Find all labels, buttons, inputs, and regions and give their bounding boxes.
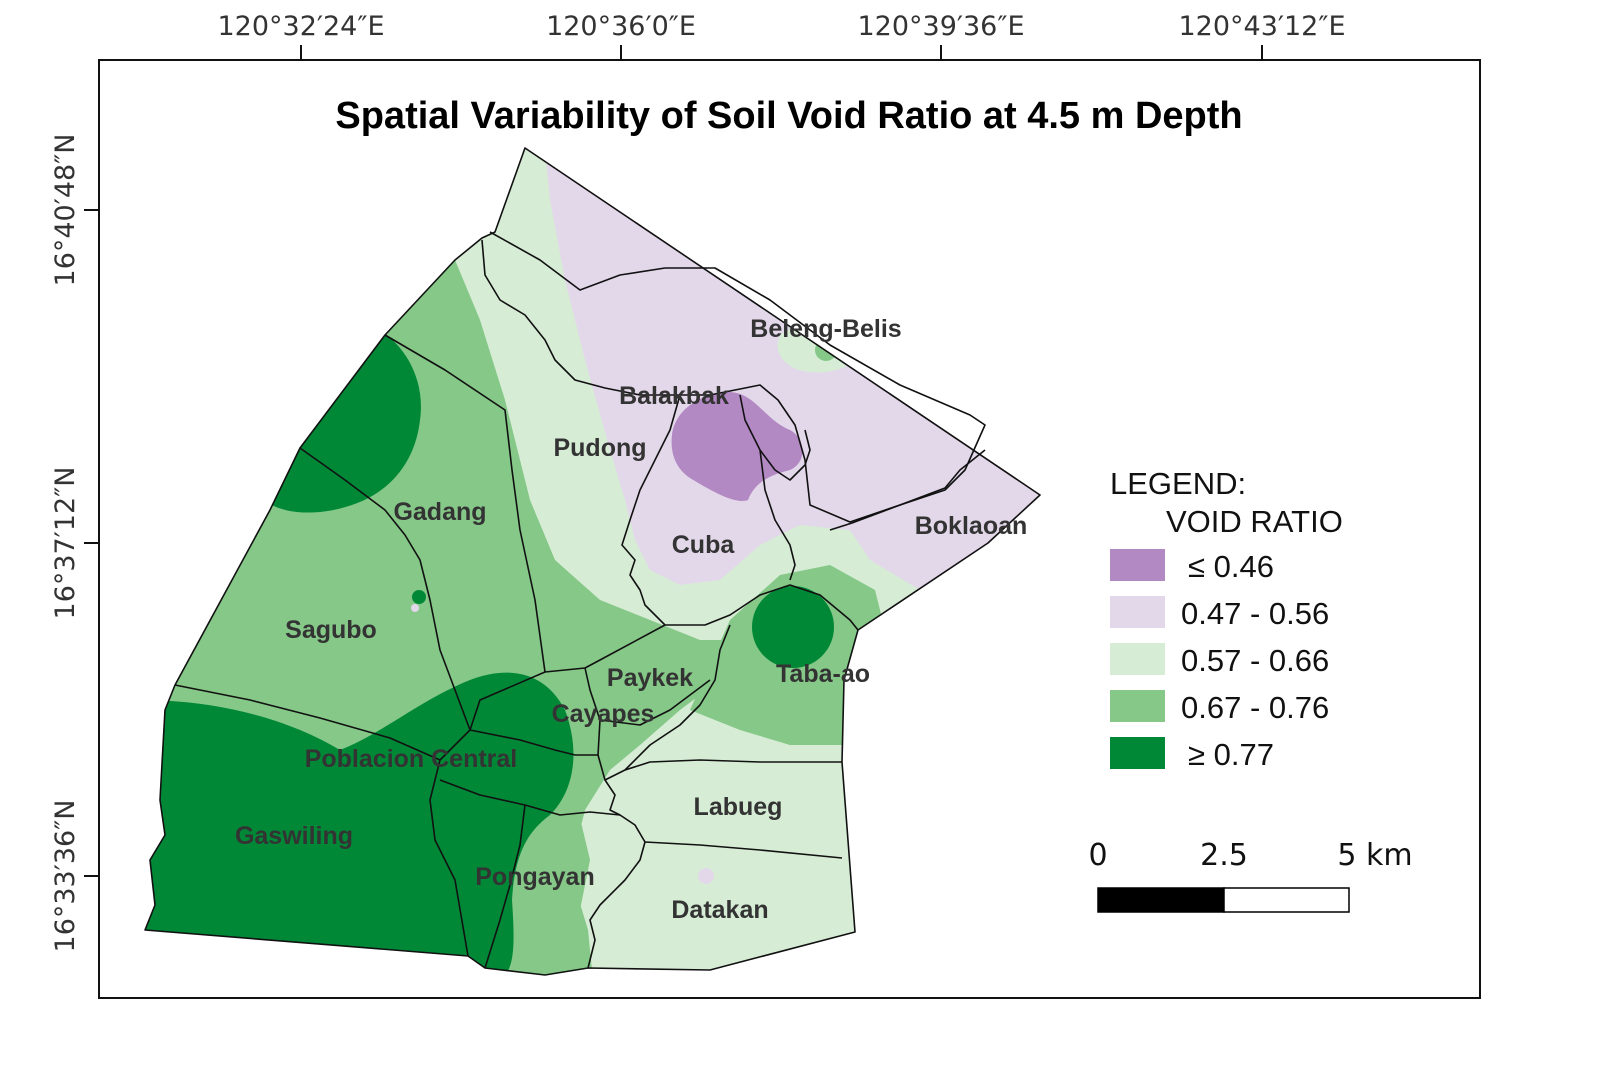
longitude-tick-label: 120°43′12″E xyxy=(1178,11,1345,42)
boundary-line xyxy=(174,584,859,761)
scale-bar-segment-empty xyxy=(1223,887,1350,913)
legend-swatch xyxy=(1110,643,1165,675)
region-label-cayapes: Cayapes xyxy=(552,700,655,728)
scale-bar-label: 0 xyxy=(1088,838,1107,873)
boundary-line xyxy=(481,231,986,523)
region-label-boklaoan: Boklaoan xyxy=(915,512,1028,540)
region-label-labueg: Labueg xyxy=(694,793,783,821)
legend-swatch xyxy=(1110,690,1165,722)
boundary-line xyxy=(469,667,601,756)
region-label-pongayan: Pongayan xyxy=(475,863,594,891)
zone-class-1 xyxy=(671,392,803,501)
boundary-line xyxy=(587,779,646,969)
legend-swatch xyxy=(1110,549,1165,581)
legend-heading: LEGEND: xyxy=(1110,466,1246,501)
boundary-line xyxy=(299,447,471,731)
legend-swatch xyxy=(1110,596,1165,628)
region-label-cuba: Cuba xyxy=(672,531,736,559)
region-label-gadang: Gadang xyxy=(393,498,486,526)
boundary-line xyxy=(384,334,546,673)
boundary-line xyxy=(429,759,469,957)
legend-item-label: 0.57 - 0.66 xyxy=(1181,643,1329,678)
region-label-beleng-belis: Beleng-Belis xyxy=(750,315,901,343)
scale-bar-label: 2.5 xyxy=(1200,838,1248,873)
legend-swatch xyxy=(1110,737,1165,769)
zone-class-2 xyxy=(698,868,714,884)
coordinate-ticks xyxy=(84,45,1263,877)
boundary-line xyxy=(439,779,621,816)
longitude-tick-label: 120°32′24″E xyxy=(217,11,384,42)
zone-class-4 xyxy=(500,815,590,975)
barangay-boundaries xyxy=(144,147,1041,976)
region-label-sagubo: Sagubo xyxy=(285,616,377,644)
legend-item-label: ≥ 0.77 xyxy=(1188,737,1274,772)
legend-item-label: ≤ 0.46 xyxy=(1188,549,1274,584)
zone-class-5 xyxy=(412,590,426,604)
boundary-line xyxy=(829,449,986,531)
zone-class-5 xyxy=(255,330,421,513)
legend-item-label: 0.47 - 0.56 xyxy=(1181,596,1329,631)
region-label-balakbak: Balakbak xyxy=(619,382,729,410)
scale-bar-label: 5 km xyxy=(1337,838,1412,873)
study-area-outline xyxy=(144,147,1041,976)
region-label-poblacion-central: Poblacion Central xyxy=(305,745,518,773)
zone-class-5 xyxy=(145,672,574,975)
legend-item-label: 0.67 - 0.76 xyxy=(1181,690,1329,725)
longitude-tick-label: 120°39′36″E xyxy=(857,11,1024,42)
boundary-line xyxy=(644,841,843,859)
region-label-gaswiling: Gaswiling xyxy=(235,822,353,850)
boundary-line xyxy=(599,679,711,726)
latitude-tick-label: 16°40′48″N xyxy=(50,134,81,287)
boundary-line xyxy=(759,449,796,581)
map-title: Spatial Variability of Soil Void Ratio a… xyxy=(335,95,1242,137)
legend-subheading: VOID RATIO xyxy=(1166,504,1343,539)
longitude-tick-label: 120°36′0″E xyxy=(546,11,696,42)
region-label-paykek: Paykek xyxy=(607,664,693,692)
legend: LEGEND: VOID RATIO ≤ 0.46 0.47 - 0.56 0.… xyxy=(1110,466,1343,772)
zone-class-5 xyxy=(752,586,834,668)
boundary-line xyxy=(624,759,842,771)
latitude-tick-label: 16°37′12″N xyxy=(50,467,81,620)
boundary-line xyxy=(739,394,811,481)
scale-bar-segment-filled xyxy=(1097,887,1225,913)
latitude-tick-label: 16°33′36″N xyxy=(50,800,81,953)
region-label-datakan: Datakan xyxy=(671,896,768,924)
boundary-line xyxy=(484,804,526,969)
scale-bar: 0 2.5 5 km xyxy=(1088,838,1413,913)
boundary-line xyxy=(597,624,731,781)
boundary-line xyxy=(621,394,681,626)
region-label-pudong: Pudong xyxy=(553,434,646,462)
zone-class-2 xyxy=(411,604,419,612)
region-label-taba-ao: Taba-ao xyxy=(776,660,870,688)
